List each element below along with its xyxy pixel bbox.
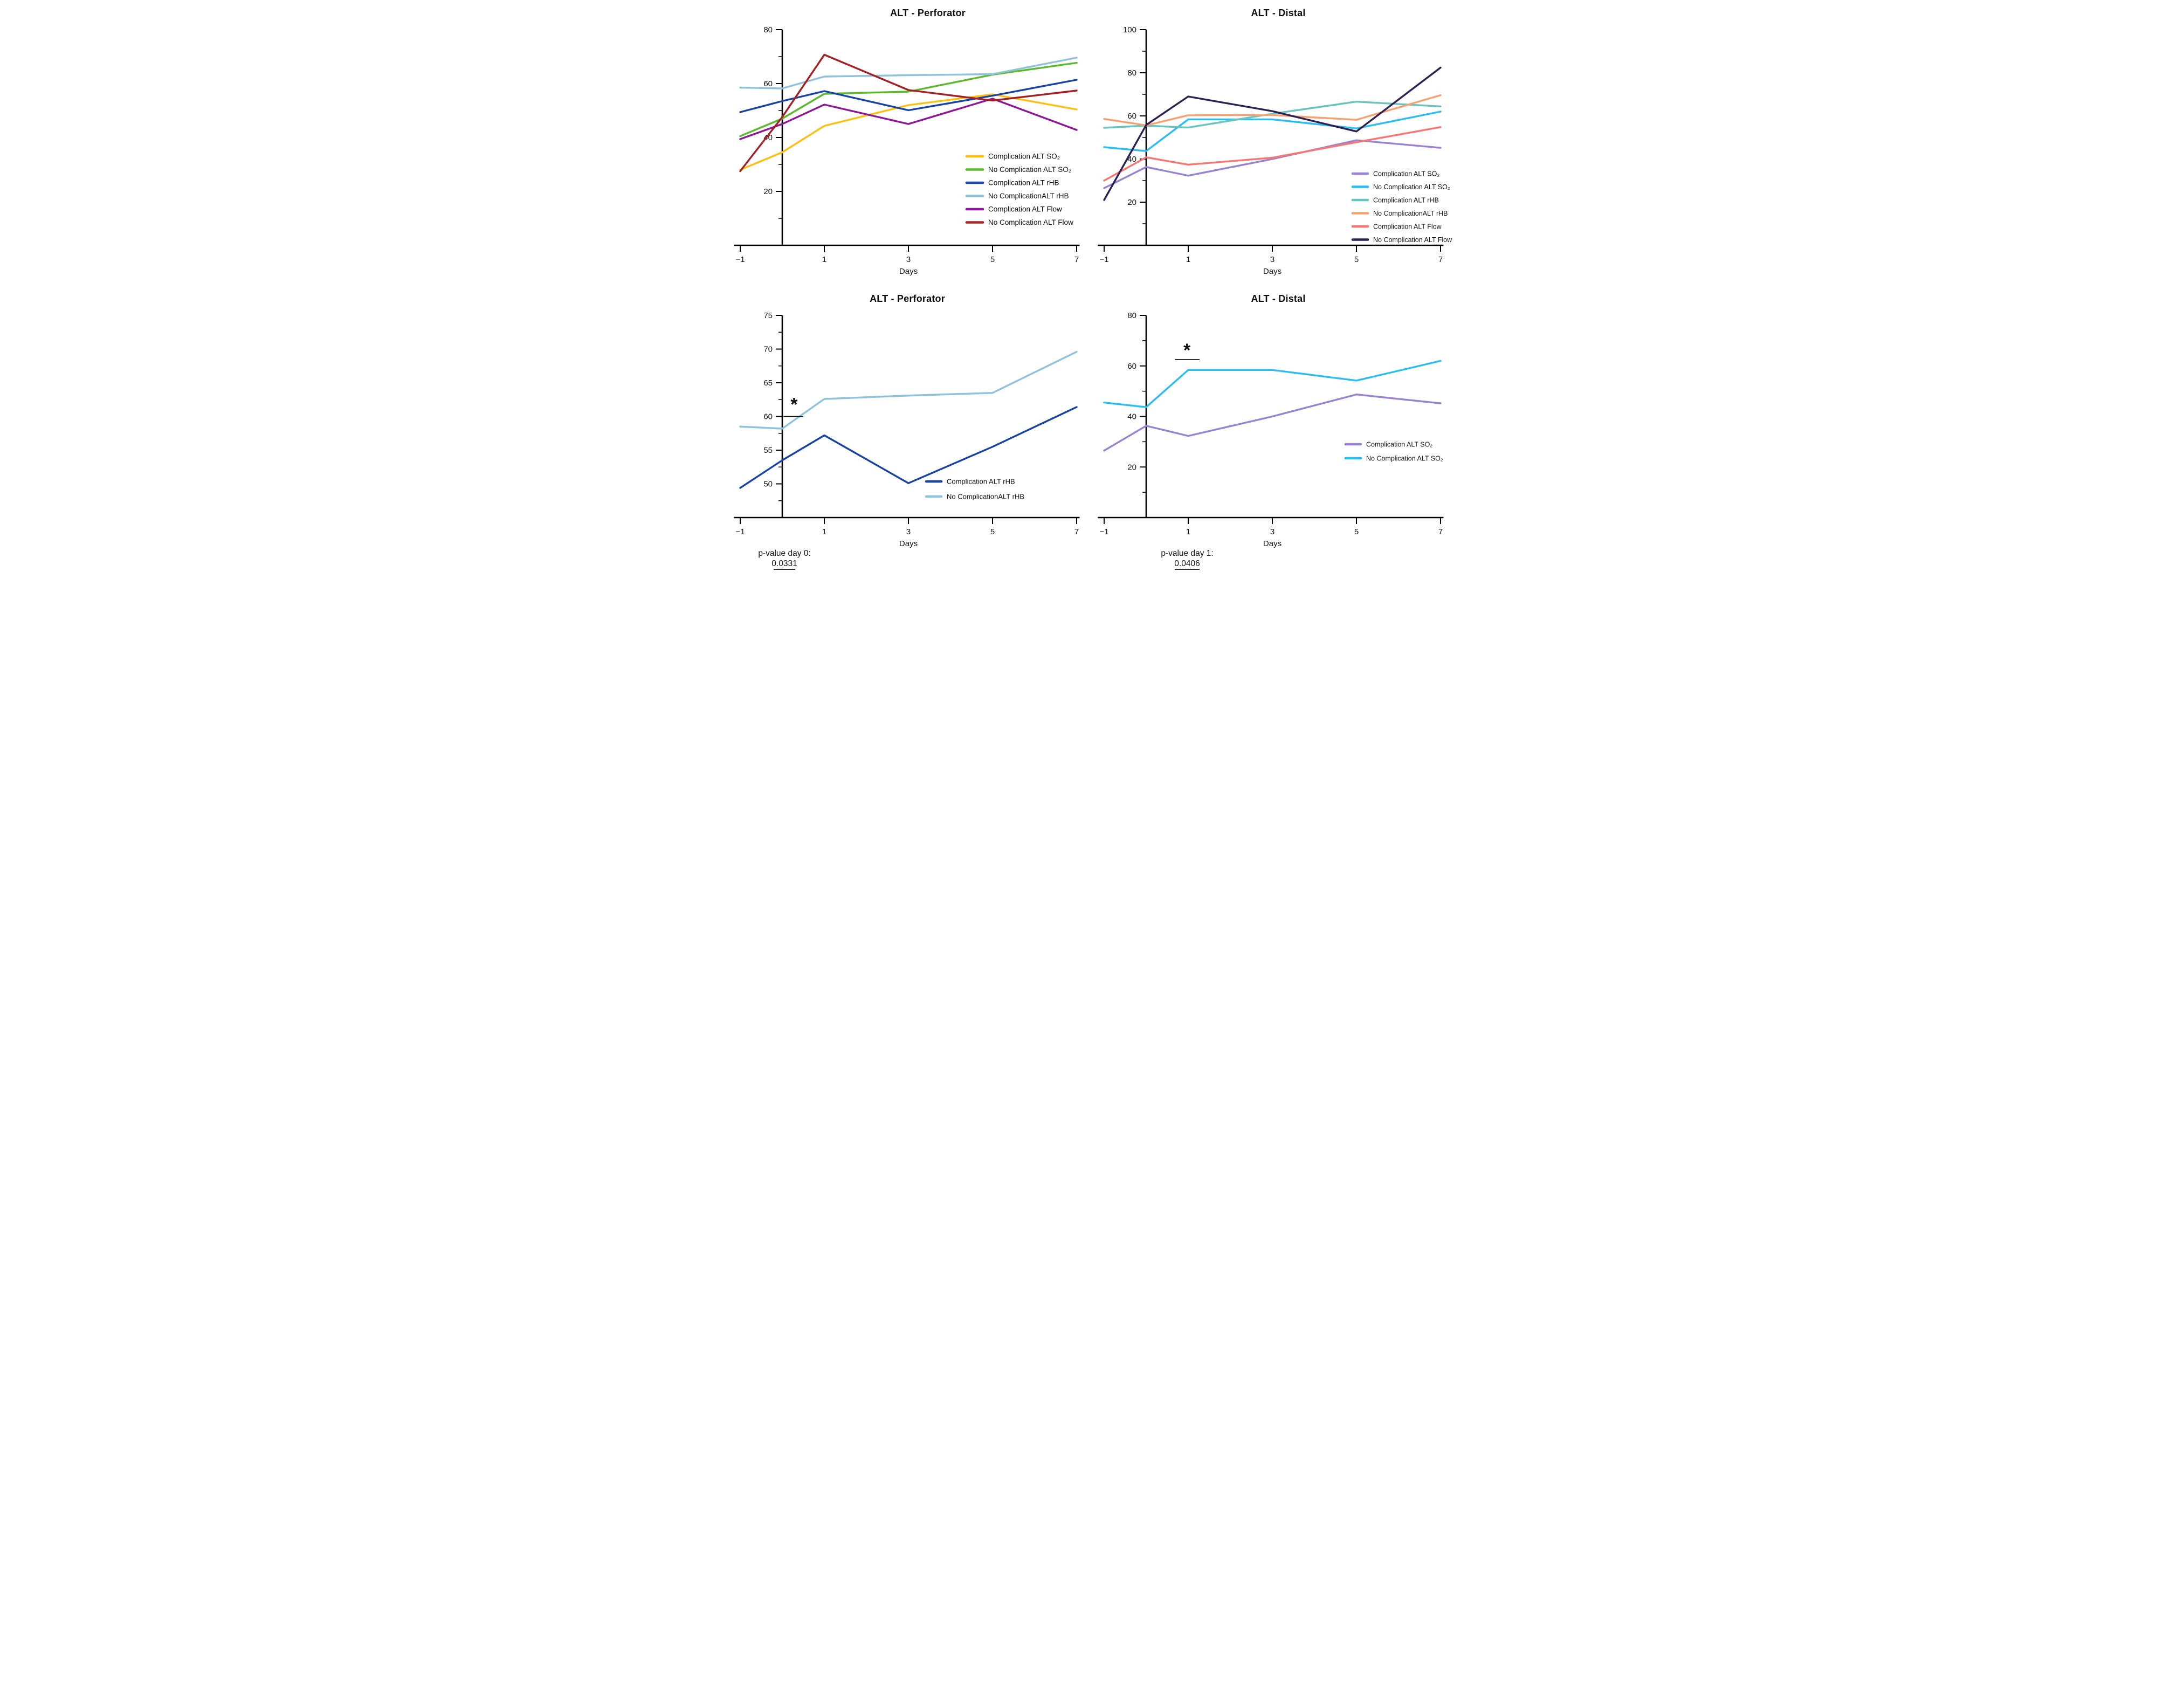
legend-label: Complication ALT Flow [1373,223,1442,231]
p-value-label: p-value day 0: [758,549,810,558]
four-panel-line-chart-figure: ALT - Perforator 20 40 60 80 −1 1 3 5 7 Days Compli… [728,0,1456,571]
x-axis-title: Days [1263,539,1281,548]
chart-title: ALT - Distal [1251,293,1305,304]
x-tick-label: −1 [735,255,745,264]
y-tick-label: 50 [763,480,773,489]
x-tick-label: 7 [1074,527,1078,536]
chart-canvas-alt-perforator-all: ALT - Perforator 20 40 60 80 −1 1 3 5 7 Days Compli… [733,8,1079,276]
x-tick-label: 1 [822,255,826,264]
x-tick-label: 3 [906,255,910,264]
chart-canvas-alt-distal-so2: ALT - Distal 20 40 60 80 −1 1 3 5 7 Days Complicati… [1097,293,1443,570]
series-line-Complication ALT Flow [1103,126,1442,182]
legend-label: Complication ALT Flow [988,205,1062,213]
x-tick-label: 5 [1354,527,1358,536]
y-tick-label: 40 [763,133,773,142]
y-tick-label: 60 [1127,112,1136,121]
legend-label: No ComplicationALT rHB [1373,210,1448,217]
y-tick-label: 80 [763,25,773,35]
x-tick-label: −1 [1099,255,1108,264]
y-tick-label: 65 [763,378,773,388]
series-line-No Complication ALT Flow [1103,66,1442,201]
y-tick-label: 75 [763,311,773,320]
chart-canvas-alt-perforator-rhb: ALT - Perforator 50 55 60 65 70 75 −1 1 3 5 7 Days Co… [733,293,1079,570]
x-tick-label: 7 [1438,255,1442,264]
legend-label: No ComplicationALT rHB [947,493,1024,501]
x-tick-label: 3 [1270,255,1274,264]
panel-alt-distal-so2: ALT - Distal 20 40 60 80 −1 1 3 5 7 Days Complicati… [1092,286,1456,571]
x-tick-label: 1 [1186,527,1190,536]
legend-label: Complication ALT SO₂ [988,153,1060,161]
x-tick-label: 5 [1354,255,1358,264]
series-line-Complication ALT rHB [739,406,1078,489]
x-tick-label: 5 [990,527,994,536]
legend-label: No Complication ALT SO₂ [1373,183,1450,191]
y-tick-label: 40 [1127,155,1136,164]
x-tick-label: 7 [1438,527,1442,536]
y-tick-label: 100 [1122,25,1136,35]
y-tick-label: 80 [1127,68,1136,78]
series-line-No Complication ALT Flow [739,53,1078,173]
series-line-Complication ALT rHB [739,79,1078,113]
legend-label: Complication ALT rHB [1373,197,1439,204]
legend-label: Complication ALT SO₂ [1366,441,1432,449]
p-value-label: p-value day 1: [1161,549,1213,558]
legend-label: No ComplicationALT rHB [988,192,1069,200]
y-tick-label: 20 [1127,198,1136,207]
panel-alt-perforator-all: ALT - Perforator 20 40 60 80 −1 1 3 5 7 Days Compli… [728,0,1092,286]
legend-label: No Complication ALT SO₂ [1366,455,1443,463]
x-axis-title: Days [1263,267,1281,276]
legend-label: No Complication ALT Flow [1373,236,1452,244]
x-tick-label: −1 [735,527,745,536]
series-line-Complication ALT SO₂ [1103,394,1442,452]
x-tick-label: −1 [1099,527,1108,536]
y-tick-label: 55 [763,446,773,455]
legend-label: No Complication ALT SO₂ [988,166,1071,174]
significance-asterisk: * [1183,340,1191,361]
y-tick-label: 40 [1127,412,1136,422]
y-tick-label: 60 [763,79,773,88]
x-tick-label: 5 [990,255,994,264]
x-axis-title: Days [899,539,917,548]
series-line-No ComplicationALT rHB [739,57,1078,89]
series-line-Complication ALT rHB [1103,100,1442,129]
series-line-No Complication ALT SO₂ [1103,360,1442,408]
y-tick-label: 20 [1127,463,1136,472]
chart-canvas-alt-distal-all: ALT - Distal 20 40 60 80 100 −1 1 3 5 7 Days Complic… [1097,8,1452,276]
chart-title: ALT - Distal [1251,8,1305,18]
legend-label: No Complication ALT Flow [988,218,1073,226]
x-tick-label: 7 [1074,255,1078,264]
legend-label: Complication ALT SO₂ [1373,170,1439,178]
x-tick-label: 3 [1270,527,1274,536]
panel-alt-perforator-rhb: ALT - Perforator 50 55 60 65 70 75 −1 1 3 5 7 Days Co… [728,286,1092,571]
series-line-No Complication ALT SO₂ [1103,111,1442,152]
x-tick-label: 1 [1186,255,1190,264]
series-line-No Complication ALT SO₂ [739,61,1078,137]
series-line-Complication ALT SO₂ [1103,139,1442,189]
series-line-Complication ALT SO₂ [739,93,1078,171]
p-value-number: 0.0406 [1174,559,1200,568]
series-line-No ComplicationALT rHB [1103,94,1442,127]
p-value-number: 0.0331 [771,559,797,568]
y-tick-label: 60 [763,412,773,422]
significance-asterisk: * [790,394,798,415]
y-tick-label: 70 [763,345,773,354]
x-axis-title: Days [899,267,917,276]
x-tick-label: 3 [906,527,910,536]
chart-title: ALT - Perforator [870,293,945,304]
y-tick-label: 60 [1127,362,1136,371]
panel-alt-distal-all: ALT - Distal 20 40 60 80 100 −1 1 3 5 7 Days Complic… [1092,0,1456,286]
x-tick-label: 1 [822,527,826,536]
y-tick-label: 20 [763,187,773,196]
series-line-No ComplicationALT rHB [739,350,1078,430]
y-tick-label: 80 [1127,311,1136,320]
legend-label: Complication ALT rHB [947,478,1015,486]
legend-label: Complication ALT rHB [988,179,1059,187]
chart-title: ALT - Perforator [890,8,966,18]
